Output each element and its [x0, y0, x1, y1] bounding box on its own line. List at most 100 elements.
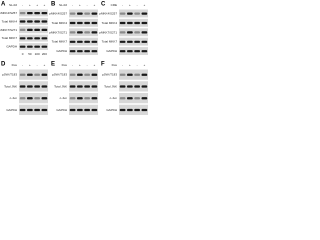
- band: [134, 85, 140, 88]
- row-label: GAPDH: [6, 45, 17, 49]
- band: [119, 85, 126, 88]
- blot-strip: [119, 93, 148, 104]
- band: [127, 12, 133, 15]
- band: [27, 37, 33, 40]
- band: [34, 73, 40, 76]
- band: [19, 73, 26, 76]
- band: [119, 97, 126, 100]
- band: [69, 50, 76, 53]
- band: [141, 50, 148, 53]
- row-label: pMKK4/S257: [0, 11, 17, 15]
- band: [91, 50, 98, 53]
- band: [34, 28, 40, 31]
- band: [34, 12, 40, 15]
- band: [141, 12, 148, 15]
- blot-strip: [19, 93, 48, 104]
- row-label: pMKK4/S257: [49, 11, 67, 15]
- band: [27, 28, 33, 31]
- lane-sign: -: [137, 63, 138, 67]
- band: [134, 31, 140, 34]
- blot-strip: [69, 28, 98, 37]
- blot-strip: [69, 37, 98, 46]
- band: [69, 108, 76, 112]
- blot-strip: [69, 18, 98, 27]
- band: [41, 85, 48, 88]
- band: [84, 31, 90, 34]
- lane-sign: +: [29, 63, 31, 67]
- band: [19, 108, 26, 112]
- band: [119, 40, 126, 43]
- row-label: GAPDH: [56, 49, 67, 53]
- treatment-label: CRE: [111, 3, 117, 7]
- row-label: c-Jun: [60, 96, 68, 100]
- band: [27, 108, 33, 112]
- lane-sign: -: [122, 3, 123, 7]
- blot-strip: [19, 104, 48, 115]
- panel-letter: B: [51, 2, 56, 8]
- row-label: c-Jun: [110, 96, 118, 100]
- band: [134, 108, 140, 112]
- panel-letter: C: [101, 2, 106, 8]
- row-label: pMKK4/S257: [99, 11, 117, 15]
- band: [69, 12, 76, 15]
- row-label: Total JNK: [4, 84, 17, 88]
- band: [134, 21, 140, 25]
- band: [84, 108, 90, 112]
- lane-sign: +: [29, 3, 31, 7]
- band: [119, 73, 126, 76]
- band: [141, 31, 148, 34]
- lane-sign: +: [143, 63, 145, 67]
- row-label: GAPDH: [106, 108, 117, 112]
- treatment-label: SL-02: [59, 3, 67, 7]
- lane-sign: +: [129, 63, 131, 67]
- band: [119, 50, 126, 53]
- row-label: GAPDH: [6, 108, 17, 112]
- lane-sign: +: [129, 3, 131, 7]
- band: [69, 85, 76, 88]
- page: {"panels": [ {"letter": "A", "treatment"…: [0, 0, 150, 118]
- band: [34, 45, 40, 48]
- band: [77, 73, 83, 76]
- band: [127, 40, 133, 43]
- band: [41, 108, 48, 112]
- lane-sign: -: [137, 3, 138, 7]
- band: [134, 40, 140, 43]
- treatment-label: Dox: [12, 63, 18, 67]
- band: [127, 31, 133, 34]
- lane-sign: -: [72, 3, 73, 7]
- treatment-label: SL-02: [9, 3, 17, 7]
- band: [27, 85, 33, 88]
- band: [41, 73, 48, 76]
- band: [34, 20, 40, 23]
- blot-strip: [19, 34, 48, 42]
- row-label: pMKK7/S271: [0, 28, 17, 32]
- panel-letter: F: [101, 62, 105, 68]
- band: [27, 20, 33, 23]
- band: [27, 73, 33, 76]
- blot-strip: [19, 9, 48, 17]
- band: [134, 73, 140, 76]
- band: [77, 97, 83, 100]
- row-label: Total MKK4: [102, 21, 118, 25]
- band: [127, 97, 133, 100]
- blot-strip: [119, 9, 148, 18]
- lane-sign: +: [93, 3, 95, 7]
- band: [41, 45, 48, 48]
- lane-sign: -: [22, 3, 23, 7]
- band: [141, 85, 148, 88]
- footer-label: 200: [42, 52, 47, 56]
- band: [84, 21, 90, 25]
- panel: A SL-02 - + + + pMKK4/S257 Total MKK4 pMKK7/S271…: [0, 2, 48, 56]
- blot-strip: [119, 81, 148, 92]
- row-label: Total MKK7: [102, 40, 118, 44]
- lane-sign: -: [122, 63, 123, 67]
- band: [69, 97, 76, 100]
- band: [134, 50, 140, 53]
- band: [141, 97, 148, 100]
- band: [134, 97, 140, 100]
- blot-strip: [119, 18, 148, 27]
- band: [27, 45, 33, 48]
- row-label: Total MKK4: [52, 21, 68, 25]
- blot-strip: [119, 37, 148, 46]
